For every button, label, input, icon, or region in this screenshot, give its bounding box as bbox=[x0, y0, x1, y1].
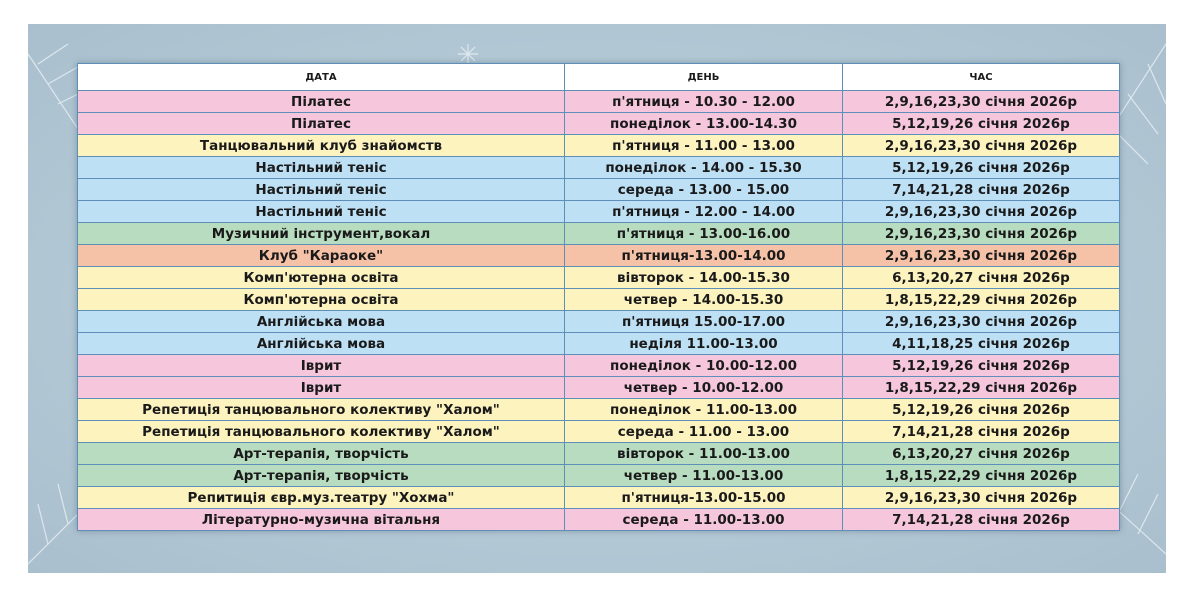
activity-cell: Комп'ютерна освіта bbox=[77, 266, 565, 289]
dates-cell: 2,9,16,23,30 січня 2026р bbox=[842, 200, 1120, 223]
day-cell: вівторок - 14.00-15.30 bbox=[564, 266, 843, 289]
table-row: Музичний інструмент,вокал п'ятниця - 13.0… bbox=[77, 222, 1120, 245]
day-cell: п'ятниця - 12.00 - 14.00 bbox=[564, 200, 843, 223]
dates-cell: 4,11,18,25 січня 2026р bbox=[842, 332, 1120, 355]
table-row: Комп'ютерна освіта вівторок - 14.00-15.30… bbox=[77, 266, 1120, 289]
table-row: Танцювальний клуб знайомств п'ятниця - 11… bbox=[77, 134, 1120, 157]
table-row: Арт-терапія, творчість вівторок - 11.00-1… bbox=[77, 442, 1120, 465]
dates-cell: 1,8,15,22,29 січня 2026р bbox=[842, 288, 1120, 311]
activity-cell: Іврит bbox=[77, 376, 565, 399]
activity-cell: Пілатес bbox=[77, 112, 565, 135]
table-row: Арт-терапія, творчість четвер - 11.00-13.… bbox=[77, 464, 1120, 487]
table-row: Репетиція танцювального колективу "Халом… bbox=[77, 420, 1120, 443]
activity-cell: Іврит bbox=[77, 354, 565, 377]
day-cell: п'ятниця-13.00-14.00 bbox=[564, 244, 843, 267]
dates-cell: 7,14,21,28 січня 2026р bbox=[842, 420, 1120, 443]
header-date: ДАТА bbox=[77, 63, 565, 91]
table-row: Іврит четвер - 10.00-12.00 1,8,15,22,29 сі… bbox=[77, 376, 1120, 399]
activity-cell: Музичний інструмент,вокал bbox=[77, 222, 565, 245]
dates-cell: 6,13,20,27 січня 2026р bbox=[842, 266, 1120, 289]
pine-branch-decoration bbox=[28, 43, 1166, 565]
day-cell: вівторок - 11.00-13.00 bbox=[564, 442, 843, 465]
day-cell: п'ятниця 15.00-17.00 bbox=[564, 310, 843, 333]
activity-cell: Настільний теніс bbox=[77, 156, 565, 179]
day-cell: середа - 11.00 - 13.00 bbox=[564, 420, 843, 443]
table-row: Пілатес п'ятниця - 10.30 - 12.00 2,9,16,23… bbox=[77, 90, 1120, 113]
day-cell: неділя 11.00-13.00 bbox=[564, 332, 843, 355]
header-time: ЧАС bbox=[842, 63, 1120, 91]
day-cell: понеділок - 11.00-13.00 bbox=[564, 398, 843, 421]
table-row: Настільний теніс понеділок - 14.00 - 15.3… bbox=[77, 156, 1120, 179]
dates-cell: 2,9,16,23,30 січня 2026р bbox=[842, 90, 1120, 113]
table-row: Іврит понеділок - 10.00-12.00 5,12,19,26 с… bbox=[77, 354, 1120, 377]
activity-cell: Пілатес bbox=[77, 90, 565, 113]
table-row: Пілатес понеділок - 13.00-14.30 5,12,19,26… bbox=[77, 112, 1120, 135]
day-cell: четвер - 11.00-13.00 bbox=[564, 464, 843, 487]
activity-cell: Арт-терапія, творчість bbox=[77, 464, 565, 487]
dates-cell: 2,9,16,23,30 січня 2026р bbox=[842, 222, 1120, 245]
dates-cell: 1,8,15,22,29 січня 2026р bbox=[842, 464, 1120, 487]
day-cell: понеділок - 13.00-14.30 bbox=[564, 112, 843, 135]
activity-cell: Репитиція євр.муз.театру "Хохма" bbox=[77, 486, 565, 509]
dates-cell: 2,9,16,23,30 січня 2026р bbox=[842, 244, 1120, 267]
table-row: Клуб "Караоке" п'ятниця-13.00-14.00 2,9,16… bbox=[77, 244, 1120, 267]
dates-cell: 7,14,21,28 січня 2026р bbox=[842, 508, 1120, 531]
day-cell: понеділок - 10.00-12.00 bbox=[564, 354, 843, 377]
day-cell: середа - 11.00-13.00 bbox=[564, 508, 843, 531]
activity-cell: Клуб "Караоке" bbox=[77, 244, 565, 267]
activity-cell: Англійська мова bbox=[77, 310, 565, 333]
day-cell: п'ятниця - 10.30 - 12.00 bbox=[564, 90, 843, 113]
dates-cell: 2,9,16,23,30 січня 2026р bbox=[842, 486, 1120, 509]
activity-cell: Комп'ютерна освіта bbox=[77, 288, 565, 311]
table-row: Репетиція танцювального колективу "Халом… bbox=[77, 398, 1120, 421]
schedule-table: ДАТА ДЕНЬ ЧАС Пілатес п'ятниця - 10.30 - … bbox=[77, 63, 1120, 531]
activity-cell: Літературно-музична вітальня bbox=[77, 508, 565, 531]
table-row: Літературно-музична вітальня середа - 11.… bbox=[77, 508, 1120, 531]
dates-cell: 7,14,21,28 січня 2026р bbox=[842, 178, 1120, 201]
activity-cell: Англійська мова bbox=[77, 332, 565, 355]
dates-cell: 1,8,15,22,29 січня 2026р bbox=[842, 376, 1120, 399]
activity-cell: Арт-терапія, творчість bbox=[77, 442, 565, 465]
dates-cell: 5,12,19,26 січня 2026р bbox=[842, 354, 1120, 377]
dates-cell: 5,12,19,26 січня 2026р bbox=[842, 156, 1120, 179]
day-cell: четвер - 10.00-12.00 bbox=[564, 376, 843, 399]
day-cell: п'ятниця - 13.00-16.00 bbox=[564, 222, 843, 245]
day-cell: понеділок - 14.00 - 15.30 bbox=[564, 156, 843, 179]
day-cell: п'ятниця-13.00-15.00 bbox=[564, 486, 843, 509]
table-header-row: ДАТА ДЕНЬ ЧАС bbox=[77, 63, 1120, 91]
dates-cell: 2,9,16,23,30 січня 2026р bbox=[842, 134, 1120, 157]
table-row: Англійська мова п'ятниця 15.00-17.00 2,9,1… bbox=[77, 310, 1120, 333]
day-cell: четвер - 14.00-15.30 bbox=[564, 288, 843, 311]
day-cell: п'ятниця - 11.00 - 13.00 bbox=[564, 134, 843, 157]
table-row: Настільний теніс п'ятниця - 12.00 - 14.00… bbox=[77, 200, 1120, 223]
dates-cell: 5,12,19,26 січня 2026р bbox=[842, 112, 1120, 135]
activity-cell: Настільний теніс bbox=[77, 200, 565, 223]
day-cell: середа - 13.00 - 15.00 bbox=[564, 178, 843, 201]
activity-cell: Репетиція танцювального колективу "Халом… bbox=[77, 398, 565, 421]
activity-cell: Танцювальний клуб знайомств bbox=[77, 134, 565, 157]
table-row: Настільний теніс середа - 13.00 - 15.00 7,… bbox=[77, 178, 1120, 201]
activity-cell: Настільний теніс bbox=[77, 178, 565, 201]
dates-cell: 5,12,19,26 січня 2026р bbox=[842, 398, 1120, 421]
activity-cell: Репетиція танцювального колективу "Халом… bbox=[77, 420, 565, 443]
table-row: Комп'ютерна освіта четвер - 14.00-15.30 1,… bbox=[77, 288, 1120, 311]
header-day: ДЕНЬ bbox=[564, 63, 843, 91]
dates-cell: 6,13,20,27 січня 2026р bbox=[842, 442, 1120, 465]
table-row: Репитиція євр.муз.театру "Хохма" п'ятниця… bbox=[77, 486, 1120, 509]
table-row: Англійська мова неділя 11.00-13.00 4,11,18… bbox=[77, 332, 1120, 355]
dates-cell: 2,9,16,23,30 січня 2026р bbox=[842, 310, 1120, 333]
